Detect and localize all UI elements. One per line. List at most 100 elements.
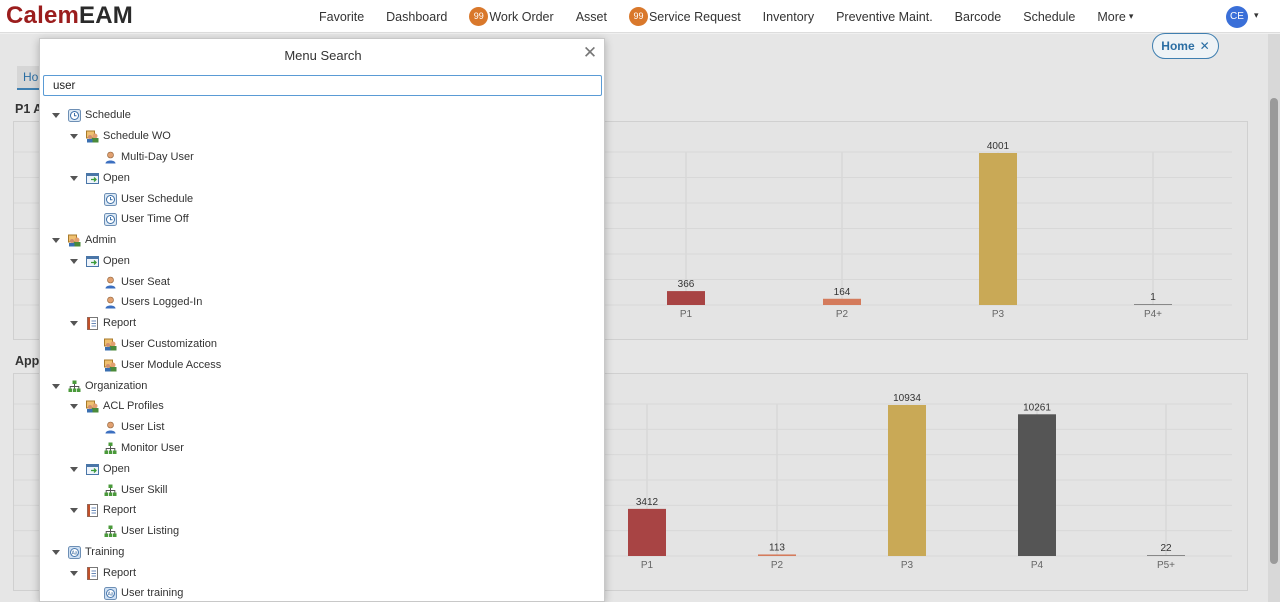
report-icon (86, 316, 99, 330)
menu-item-user-module-access[interactable]: User Module Access (104, 355, 221, 375)
nav-item-service-request[interactable]: 99 Service Request (628, 7, 741, 26)
user-icon (104, 296, 117, 309)
menu-group-acl-profiles[interactable]: ACL Profiles (70, 396, 164, 416)
user-icon (104, 276, 117, 289)
menu-group-report[interactable]: Report (70, 563, 136, 583)
schedule-icon (68, 108, 81, 122)
nav-item-favorite[interactable]: Favorite (319, 10, 364, 24)
menu-item-label: Open (103, 172, 130, 184)
menu-item-label: Schedule (85, 109, 131, 121)
bar-p3[interactable] (888, 405, 926, 556)
data-label: 164 (834, 287, 851, 298)
nav-item-asset[interactable]: Asset (576, 10, 607, 24)
tick-label: P3 (901, 560, 914, 571)
app-logo[interactable]: CalemEAM (6, 2, 133, 30)
nav-item-inventory[interactable]: Inventory (763, 10, 814, 24)
menu-group-report[interactable]: Report (70, 500, 136, 520)
bar-p4[interactable] (1018, 414, 1056, 556)
menu-group-open[interactable]: Open (70, 168, 130, 188)
menu-item-user-skill[interactable]: User Skill (104, 480, 167, 500)
user-icon (104, 151, 117, 164)
group-icon (86, 130, 99, 143)
menu-group-organization[interactable]: Organization (52, 376, 147, 396)
expand-toggle-icon[interactable] (70, 320, 78, 326)
data-label: 4001 (987, 141, 1010, 152)
bar-p1[interactable] (667, 291, 705, 305)
menu-item-label: Open (103, 255, 130, 267)
nav-item-label: Asset (575, 9, 607, 24)
bar-p2[interactable] (823, 298, 861, 305)
menu-group-report[interactable]: Report (70, 313, 136, 333)
expand-toggle-icon[interactable] (52, 383, 60, 389)
menu-item-user-customization[interactable]: User Customization (104, 334, 217, 354)
menu-item-user-seat[interactable]: User Seat (104, 272, 170, 292)
menu-item-user-schedule[interactable]: User Schedule (104, 189, 193, 209)
expand-toggle-icon[interactable] (70, 570, 78, 576)
close-icon[interactable]: ✕ (1199, 39, 1210, 53)
nav-item-more[interactable]: More ▾ (1097, 10, 1133, 24)
data-label: 22 (1160, 543, 1172, 554)
menu-item-label: User Skill (121, 484, 168, 496)
bar-p1[interactable] (628, 508, 666, 556)
menu-item-user-list[interactable]: User List (104, 417, 164, 437)
expand-toggle-icon[interactable] (70, 258, 78, 264)
dialog-title: Menu Search (284, 48, 362, 63)
expand-toggle-icon[interactable] (52, 112, 60, 118)
section-title-p1: P1 A (15, 102, 43, 116)
bar-p3[interactable] (979, 153, 1017, 305)
menu-item-users-logged-in[interactable]: Users Logged-In (104, 292, 202, 312)
nav-item-barcode[interactable]: Barcode (955, 10, 1002, 24)
home-tab-pill[interactable]: Home ✕ (1152, 33, 1219, 59)
page-scrollbar-thumb[interactable] (1270, 98, 1278, 564)
nav-item-dashboard[interactable]: Dashboard (386, 10, 447, 24)
bar-p2[interactable] (758, 554, 796, 556)
menu-group-training[interactable]: Aa Training (52, 542, 124, 562)
menu-group-schedule-wo[interactable]: Schedule WO (70, 126, 171, 146)
expand-toggle-icon[interactable] (70, 133, 78, 139)
menu-item-monitor-user[interactable]: Monitor User (104, 438, 184, 458)
menu-item-multi-day-user[interactable]: Multi-Day User (104, 147, 194, 167)
expand-toggle-icon[interactable] (70, 466, 78, 472)
menu-group-open[interactable]: Open (70, 459, 130, 479)
menu-search-input[interactable] (43, 75, 602, 96)
expand-toggle-icon[interactable] (52, 237, 60, 243)
group-icon (86, 400, 99, 413)
nav-item-label: More (1097, 9, 1126, 24)
menu-item-label: Organization (85, 380, 148, 392)
nav-item-label: Favorite (319, 9, 365, 24)
group-icon (68, 234, 81, 247)
expand-toggle-icon[interactable] (70, 507, 78, 513)
close-icon[interactable]: ✕ (582, 43, 598, 62)
org-chart-icon (68, 380, 81, 393)
group-icon (104, 338, 117, 351)
menu-item-user-listing[interactable]: User Listing (104, 521, 179, 541)
nav-item-work-order[interactable]: 99 Work Order (469, 7, 554, 26)
tick-label: P5+ (1157, 560, 1175, 571)
training-icon: Aa (68, 545, 81, 559)
menu-group-schedule[interactable]: Schedule (52, 105, 131, 125)
open-window-icon (86, 463, 99, 476)
expand-toggle-icon[interactable] (70, 175, 78, 181)
chevron-down-icon[interactable]: ▾ (1254, 10, 1259, 20)
nav-item-schedule[interactable]: Schedule (1023, 10, 1075, 24)
menu-group-admin[interactable]: Admin (52, 230, 116, 250)
menu-item-user-time-off[interactable]: User Time Off (104, 209, 189, 229)
menu-item-label: Monitor User (121, 442, 184, 454)
expand-toggle-icon[interactable] (52, 549, 60, 555)
top-nav-bar: CalemEAM Favorite Dashboard 99 Work Order As… (0, 0, 1280, 33)
bar-p5[interactable] (1147, 555, 1185, 556)
menu-group-open[interactable]: Open (70, 251, 130, 271)
user-avatar[interactable]: CE (1226, 6, 1248, 28)
org-chart-icon (104, 484, 117, 497)
count-badge: 99 (469, 7, 489, 26)
nav-item-label: Dashboard (386, 9, 448, 24)
nav-item-preventive-maint[interactable]: Preventive Maint. (836, 10, 933, 24)
menu-item-user-training[interactable]: Aa User training (104, 583, 183, 602)
menu-item-label: User Schedule (121, 193, 194, 205)
menu-item-label: Report (103, 317, 137, 329)
menu-item-label: User training (121, 587, 184, 599)
expand-toggle-icon[interactable] (70, 403, 78, 409)
menu-item-label: ACL Profiles (103, 400, 164, 412)
tick-label: P4+ (1144, 309, 1162, 320)
bar-p4[interactable] (1134, 304, 1172, 305)
